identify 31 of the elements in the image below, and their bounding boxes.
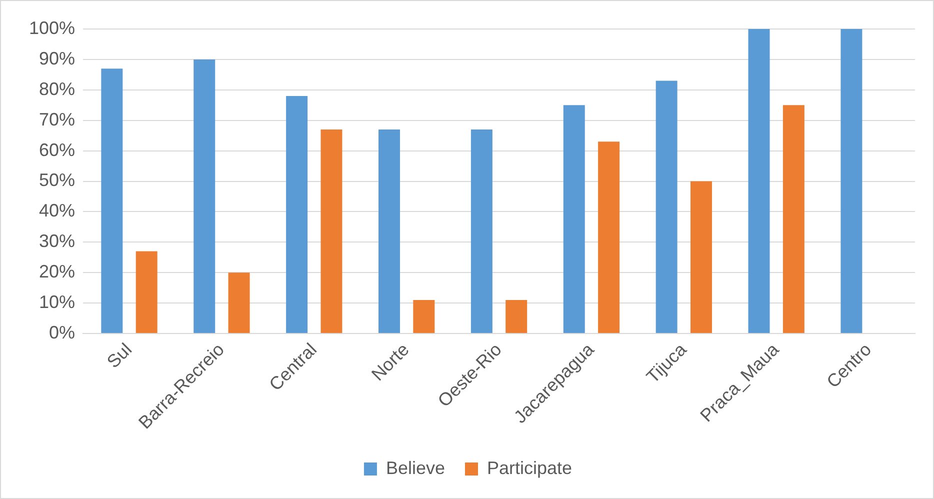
y-tick-label: 90% (39, 48, 76, 68)
y-tick-label: 30% (39, 231, 76, 252)
bar (748, 29, 770, 334)
y-tick-label: 50% (39, 170, 76, 190)
y-tick-label: 20% (39, 262, 76, 282)
bar (782, 105, 804, 334)
bar (563, 105, 585, 334)
y-tick-label: 0% (49, 322, 76, 342)
y-tick-label: 100% (28, 18, 76, 38)
bar (194, 59, 216, 334)
bar (378, 129, 400, 334)
y-tick-label: 80% (39, 78, 76, 99)
legend-label: Participate (486, 458, 572, 478)
bar (656, 80, 678, 334)
bar (228, 272, 250, 334)
bar (413, 300, 435, 334)
bar (136, 251, 158, 334)
bar (840, 29, 862, 334)
y-tick-label: 70% (39, 109, 76, 130)
legend-label: Believe (386, 458, 446, 478)
y-tick-label: 60% (39, 140, 76, 160)
bar (320, 129, 342, 334)
bar (690, 181, 712, 334)
bar (506, 300, 528, 334)
bar (286, 96, 308, 334)
x-tick-label: Sul (103, 339, 136, 372)
y-tick-label: 40% (39, 200, 76, 221)
bar (470, 129, 492, 334)
y-tick-label: 10% (39, 292, 76, 312)
bar (101, 68, 123, 334)
bar (598, 142, 620, 334)
